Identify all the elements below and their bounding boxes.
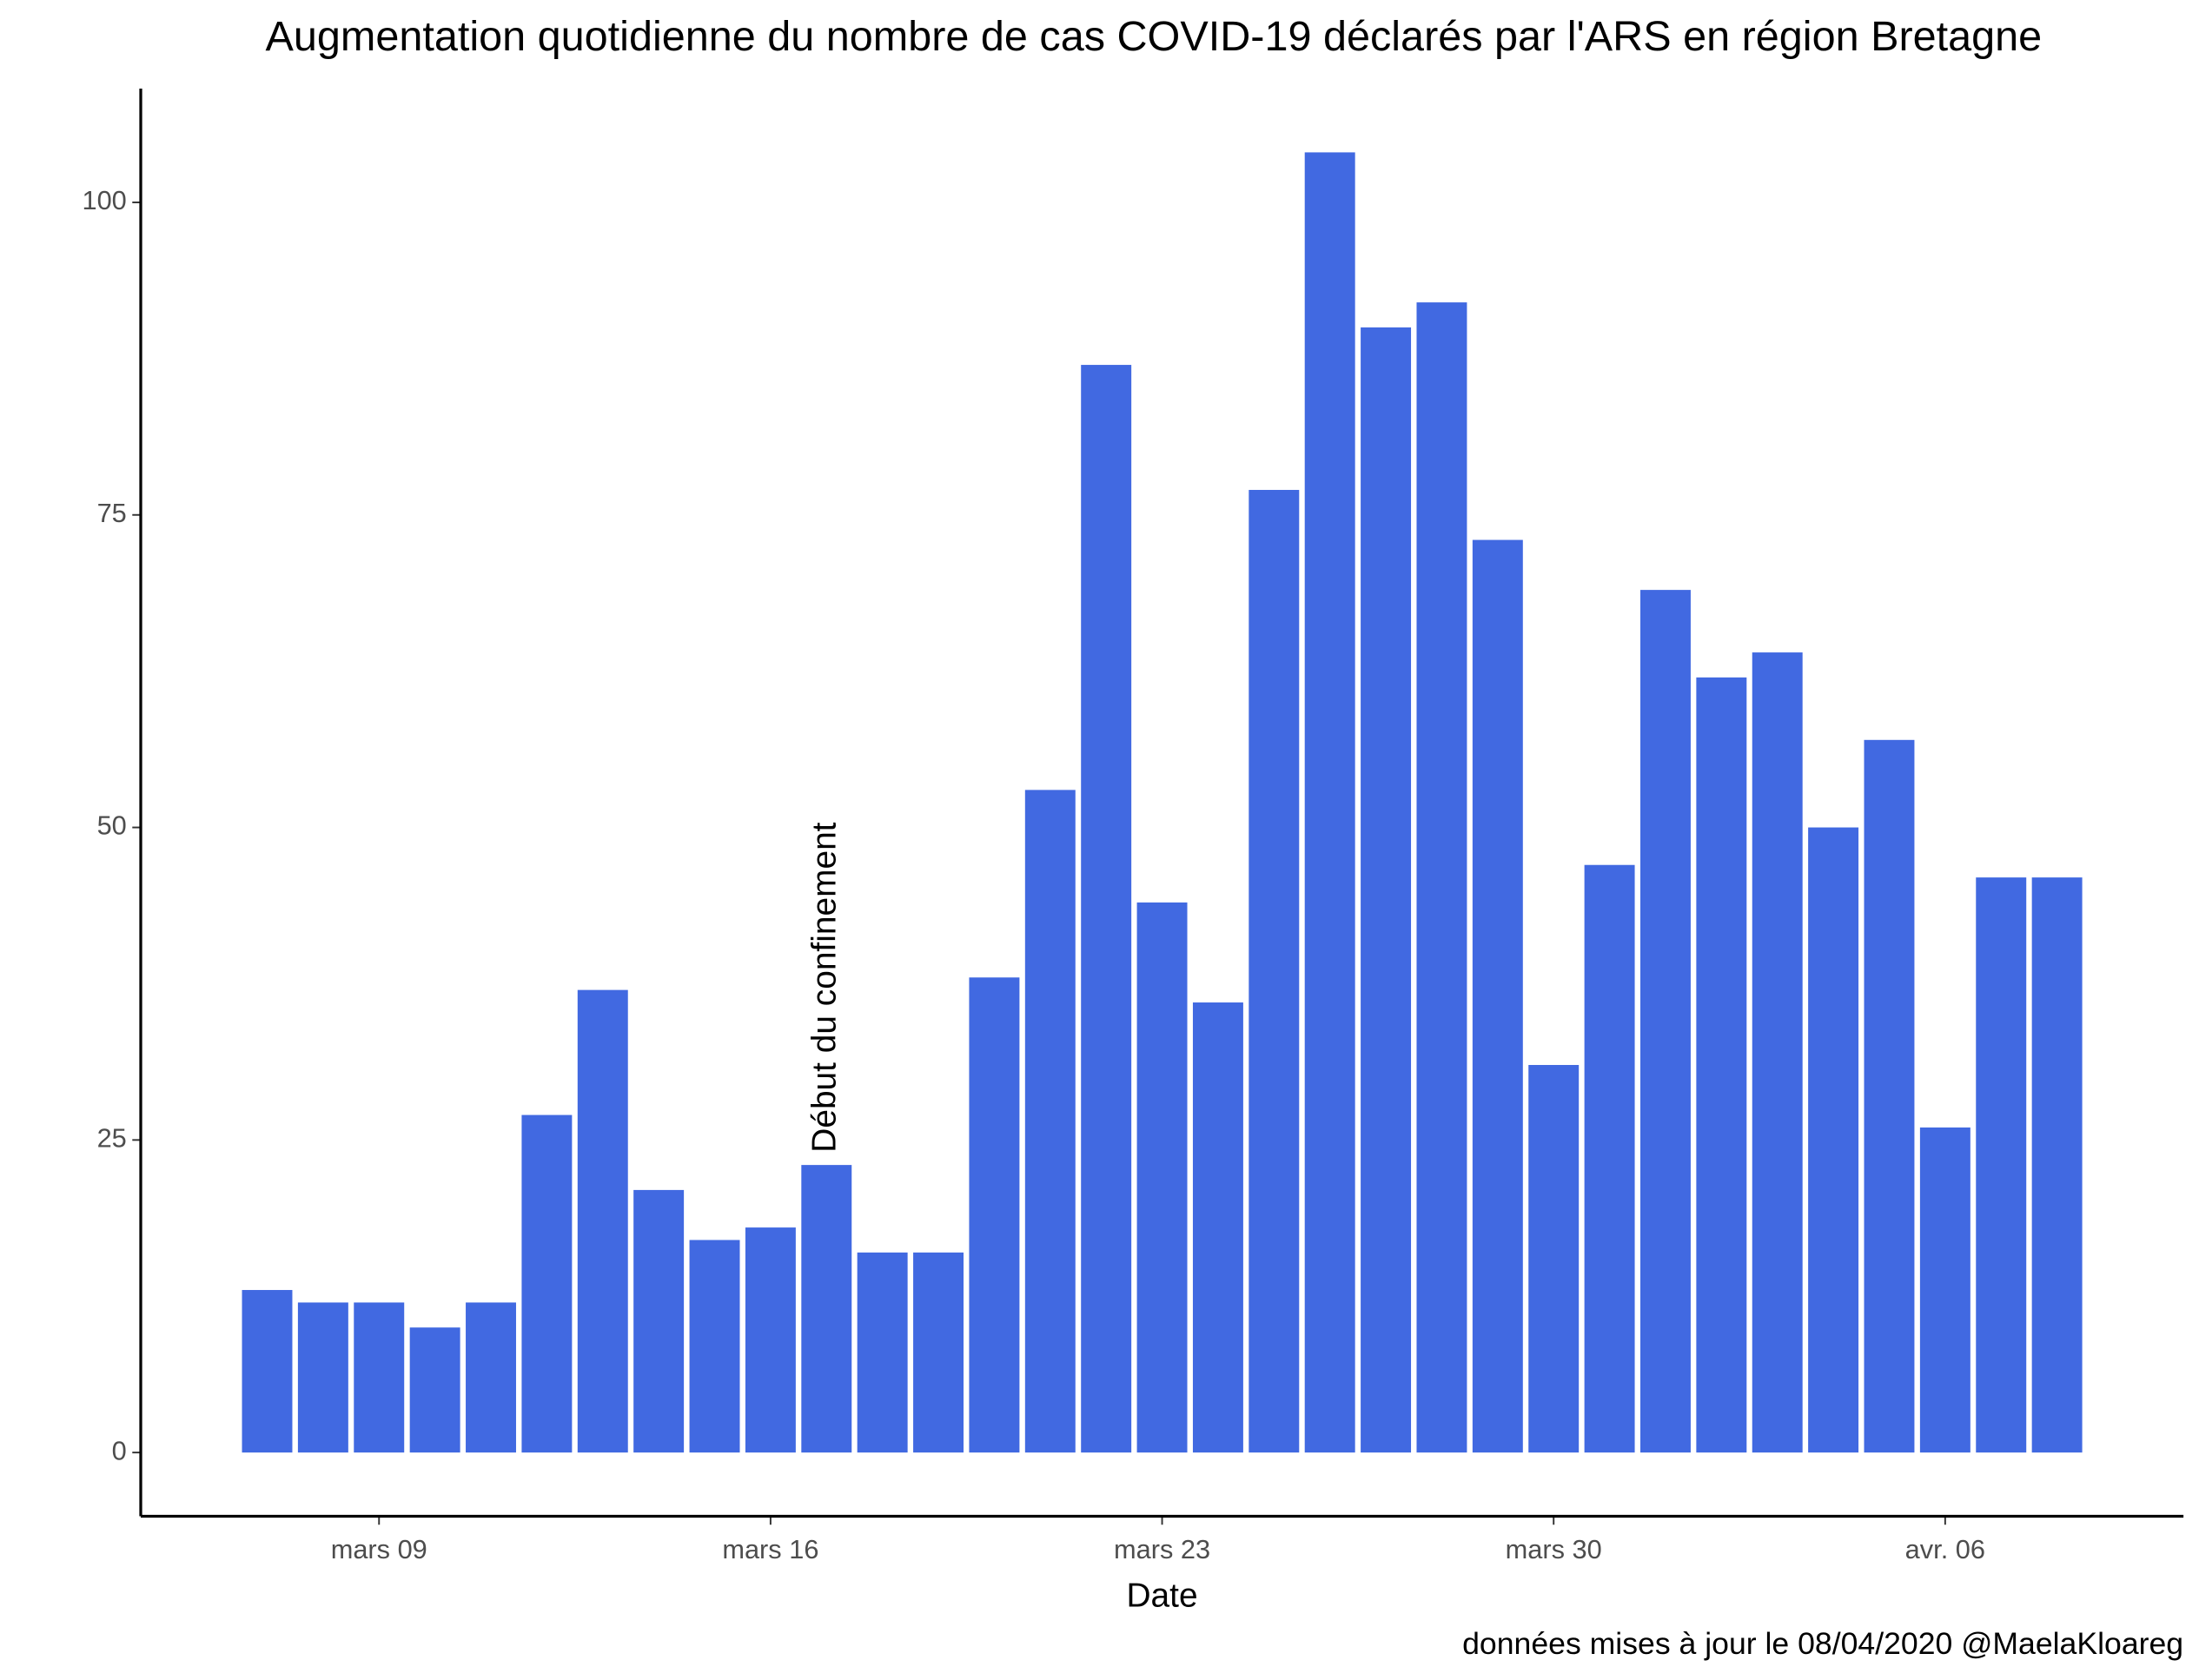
y-tick-label: 75 bbox=[97, 498, 127, 528]
caption: données mises à jour le 08/04/2020 @Mael… bbox=[1462, 1626, 2183, 1661]
bar bbox=[913, 1253, 964, 1452]
bar bbox=[745, 1227, 796, 1452]
bar bbox=[1361, 327, 1411, 1452]
annotation: Début du confinement bbox=[806, 822, 844, 1152]
bar bbox=[521, 1115, 572, 1453]
bar bbox=[1416, 302, 1467, 1452]
bar bbox=[1249, 490, 1299, 1452]
bar bbox=[1640, 590, 1691, 1452]
y-tick-label: 0 bbox=[112, 1435, 127, 1465]
bar bbox=[1696, 678, 1746, 1452]
y-tick-label: 25 bbox=[97, 1122, 127, 1153]
bar bbox=[1976, 877, 2026, 1452]
bar bbox=[410, 1327, 460, 1452]
bar bbox=[801, 1165, 851, 1452]
y-tick-label: 50 bbox=[97, 810, 127, 841]
bar bbox=[1137, 903, 1188, 1452]
y-tick-label: 100 bbox=[82, 185, 126, 215]
bar bbox=[1473, 540, 1523, 1453]
bar bbox=[1808, 828, 1858, 1453]
bar bbox=[1920, 1128, 1970, 1452]
bar bbox=[354, 1302, 404, 1452]
bar bbox=[1081, 365, 1131, 1452]
bar bbox=[969, 977, 1019, 1452]
bar bbox=[690, 1240, 740, 1452]
bar bbox=[1585, 865, 1635, 1452]
bar bbox=[858, 1253, 908, 1452]
x-tick-label: avr. 06 bbox=[1905, 1534, 1985, 1564]
x-tick-label: mars 23 bbox=[1114, 1534, 1210, 1564]
x-axis-title: Date bbox=[1127, 1577, 1198, 1615]
x-tick-label: mars 09 bbox=[331, 1534, 427, 1564]
bar bbox=[1752, 652, 1803, 1452]
bar bbox=[1528, 1065, 1579, 1452]
bar bbox=[1865, 740, 1915, 1452]
bar bbox=[466, 1302, 516, 1452]
bar bbox=[578, 990, 628, 1452]
x-tick-label: mars 16 bbox=[722, 1534, 818, 1564]
x-tick-label: mars 30 bbox=[1506, 1534, 1602, 1564]
chart-title: Augmentation quotidienne du nombre de ca… bbox=[265, 13, 2042, 60]
bar bbox=[633, 1190, 684, 1452]
bar bbox=[298, 1302, 348, 1452]
bar bbox=[1025, 790, 1076, 1452]
bar bbox=[1193, 1002, 1243, 1452]
bar bbox=[1305, 152, 1355, 1452]
bar bbox=[242, 1290, 293, 1452]
bar bbox=[2032, 877, 2083, 1452]
